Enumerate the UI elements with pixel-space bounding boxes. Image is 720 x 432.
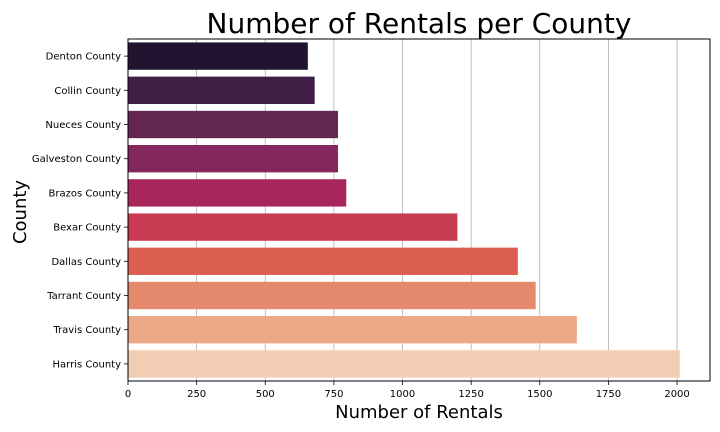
y-tick-label: Travis County [52, 325, 121, 336]
bar [128, 179, 347, 207]
y-tick-label: Dallas County [51, 257, 121, 268]
bar [128, 110, 339, 139]
y-tick-label: Galveston County [32, 154, 121, 165]
bars [128, 42, 680, 378]
x-tick-label: 750 [324, 389, 343, 400]
y-axis-title: County [10, 180, 31, 244]
x-tick-label: 1500 [527, 389, 552, 400]
y-tick-label: Brazos County [49, 188, 122, 199]
chart-title: Number of Rentals per County [207, 7, 632, 40]
x-tick-label: 1750 [596, 389, 621, 400]
y-tick-labels: Denton County Collin County Nueces County G… [32, 52, 128, 370]
x-tick-label: 1000 [390, 389, 415, 400]
y-tick-label: Harris County [53, 359, 122, 370]
y-tick-label: Tarrant County [46, 291, 121, 302]
y-tick-label: Bexar County [53, 223, 121, 234]
bar [128, 350, 680, 378]
x-tick-label: 500 [256, 389, 275, 400]
y-tick-label: Denton County [46, 52, 121, 63]
bar [128, 281, 536, 310]
x-ticks: 0 250 500 750 1000 1250 1500 1750 2000 [125, 381, 690, 400]
plot-frame [127, 38, 711, 382]
x-tick-label: 1250 [458, 389, 483, 400]
x-tick-label: 250 [187, 389, 206, 400]
y-tick-label: Collin County [54, 86, 121, 97]
bar [128, 42, 308, 70]
x-tick-label: 2000 [664, 389, 689, 400]
y-tick-label: Nueces County [45, 120, 121, 131]
x-axis-title: Number of Rentals [335, 402, 503, 423]
bar [128, 76, 315, 104]
bar [128, 316, 577, 344]
bar [128, 213, 458, 241]
x-tick-label: 0 [125, 389, 131, 400]
bar [128, 145, 339, 173]
bar [128, 247, 518, 275]
